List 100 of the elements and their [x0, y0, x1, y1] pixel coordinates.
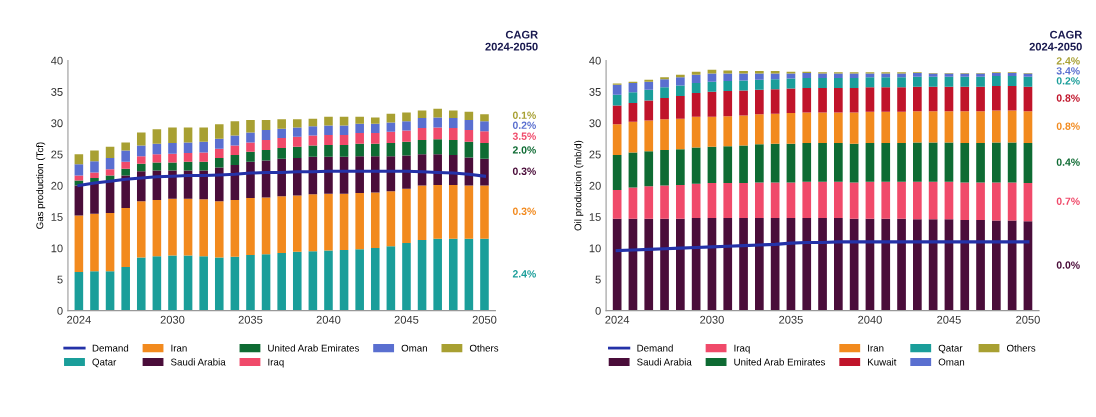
y-tick-label: 40 [50, 56, 63, 65]
bar [960, 182, 970, 220]
bar [802, 112, 812, 144]
bar [802, 77, 812, 88]
bar [261, 129, 271, 140]
bar [324, 156, 333, 194]
bar [755, 89, 764, 115]
bar [1007, 182, 1017, 221]
bar [818, 143, 827, 182]
bar [168, 198, 177, 256]
legend-label: Qatar [938, 344, 963, 354]
bar [913, 142, 922, 182]
bar [448, 110, 458, 119]
bar [1023, 143, 1033, 184]
bar [464, 185, 474, 239]
bar [612, 124, 622, 155]
bar [246, 198, 255, 255]
bar [448, 184, 458, 239]
y-tick-label: 10 [589, 244, 601, 253]
bar [834, 143, 843, 182]
bar [1007, 142, 1017, 183]
legend-label: Demand [92, 344, 129, 352]
bar [152, 199, 162, 257]
bar [292, 136, 302, 147]
bar [402, 130, 411, 142]
y-tick-label: 0 [595, 306, 601, 315]
bar [433, 108, 442, 118]
bar [230, 256, 240, 311]
line-series [615, 240, 1030, 253]
bar [136, 201, 146, 258]
y-tick-label: 30 [51, 119, 63, 128]
bar [612, 94, 622, 106]
bar [755, 79, 764, 90]
bar [464, 238, 474, 311]
legend-label: Iran [868, 344, 884, 352]
bar [448, 139, 458, 155]
bar [802, 218, 812, 311]
bar [183, 255, 193, 311]
y-tick-label: 40 [589, 56, 601, 65]
text: 2.4% [1056, 57, 1080, 65]
bar [433, 117, 442, 128]
bar [136, 257, 146, 311]
bar [612, 84, 622, 95]
bar [277, 119, 286, 129]
x-tick-label: 2024 [67, 315, 91, 324]
y-tick-label: 0 [57, 306, 63, 315]
bar [691, 92, 701, 117]
bar [770, 79, 780, 90]
y-tick-label: 15 [589, 213, 601, 221]
bar [881, 111, 891, 144]
legend-label: Iraq [734, 344, 750, 354]
bar [755, 144, 764, 183]
bar [402, 121, 411, 131]
bar [121, 142, 130, 151]
bar [355, 143, 364, 157]
bar [417, 118, 427, 129]
bar [324, 144, 333, 157]
bar [370, 248, 380, 311]
bar [770, 182, 780, 219]
bar [770, 89, 780, 114]
bar [928, 181, 938, 220]
x-tick-label: 2050 [1016, 315, 1040, 324]
text: 0.7% [1056, 197, 1080, 205]
bar [246, 142, 255, 152]
bar [976, 76, 985, 87]
bar [1007, 110, 1017, 143]
bar [707, 116, 717, 147]
bar [992, 182, 1001, 221]
bar [214, 158, 224, 168]
bar [199, 256, 208, 311]
bar [246, 255, 255, 311]
bar [676, 218, 685, 311]
bar [739, 115, 748, 146]
bar [992, 86, 1001, 111]
bar [786, 143, 796, 183]
bar [464, 141, 474, 158]
bar [90, 150, 99, 162]
bar [292, 127, 302, 137]
y-tick-label: 20 [51, 181, 63, 190]
bar [644, 186, 654, 219]
legend-label: United Arab Emirates [268, 344, 359, 352]
bar [960, 86, 970, 112]
bar [691, 183, 701, 219]
y-tick-label: 5 [595, 275, 601, 284]
bar [707, 91, 717, 117]
bar [944, 142, 954, 182]
bar [277, 138, 286, 149]
bar [723, 70, 733, 74]
bar [644, 100, 654, 121]
bar [480, 121, 489, 132]
bar [370, 143, 380, 157]
bar [480, 185, 489, 239]
bar [199, 127, 208, 142]
y-tick-label: 25 [51, 150, 63, 159]
bar [849, 87, 859, 113]
bar [199, 199, 208, 257]
bar [849, 77, 859, 88]
bar [723, 146, 733, 184]
bar [339, 134, 349, 145]
text: 0.8% [1056, 94, 1080, 102]
